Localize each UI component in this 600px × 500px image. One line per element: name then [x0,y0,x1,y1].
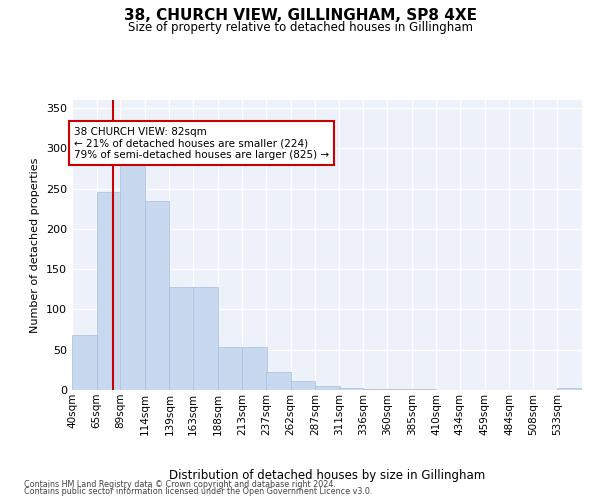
Text: 38 CHURCH VIEW: 82sqm
← 21% of detached houses are smaller (224)
79% of semi-det: 38 CHURCH VIEW: 82sqm ← 21% of detached … [74,126,329,160]
Text: Size of property relative to detached houses in Gillingham: Size of property relative to detached ho… [128,21,473,34]
Text: 38, CHURCH VIEW, GILLINGHAM, SP8 4XE: 38, CHURCH VIEW, GILLINGHAM, SP8 4XE [124,8,476,22]
Text: Contains public sector information licensed under the Open Government Licence v3: Contains public sector information licen… [24,488,373,496]
Y-axis label: Number of detached properties: Number of detached properties [31,158,40,332]
Bar [120,159,145,390]
Bar [266,372,290,390]
Bar [412,389,436,390]
Bar [193,287,218,390]
Bar [557,388,582,390]
Bar [315,386,340,390]
Bar [72,335,97,390]
Text: Distribution of detached houses by size in Gillingham: Distribution of detached houses by size … [169,470,485,482]
Bar [364,389,388,390]
Bar [339,388,364,390]
Bar [169,287,194,390]
Bar [387,389,412,390]
Bar [145,200,169,390]
Bar [242,348,267,390]
Bar [218,348,242,390]
Bar [97,192,121,390]
Bar [290,381,315,390]
Text: Contains HM Land Registry data © Crown copyright and database right 2024.: Contains HM Land Registry data © Crown c… [24,480,336,489]
